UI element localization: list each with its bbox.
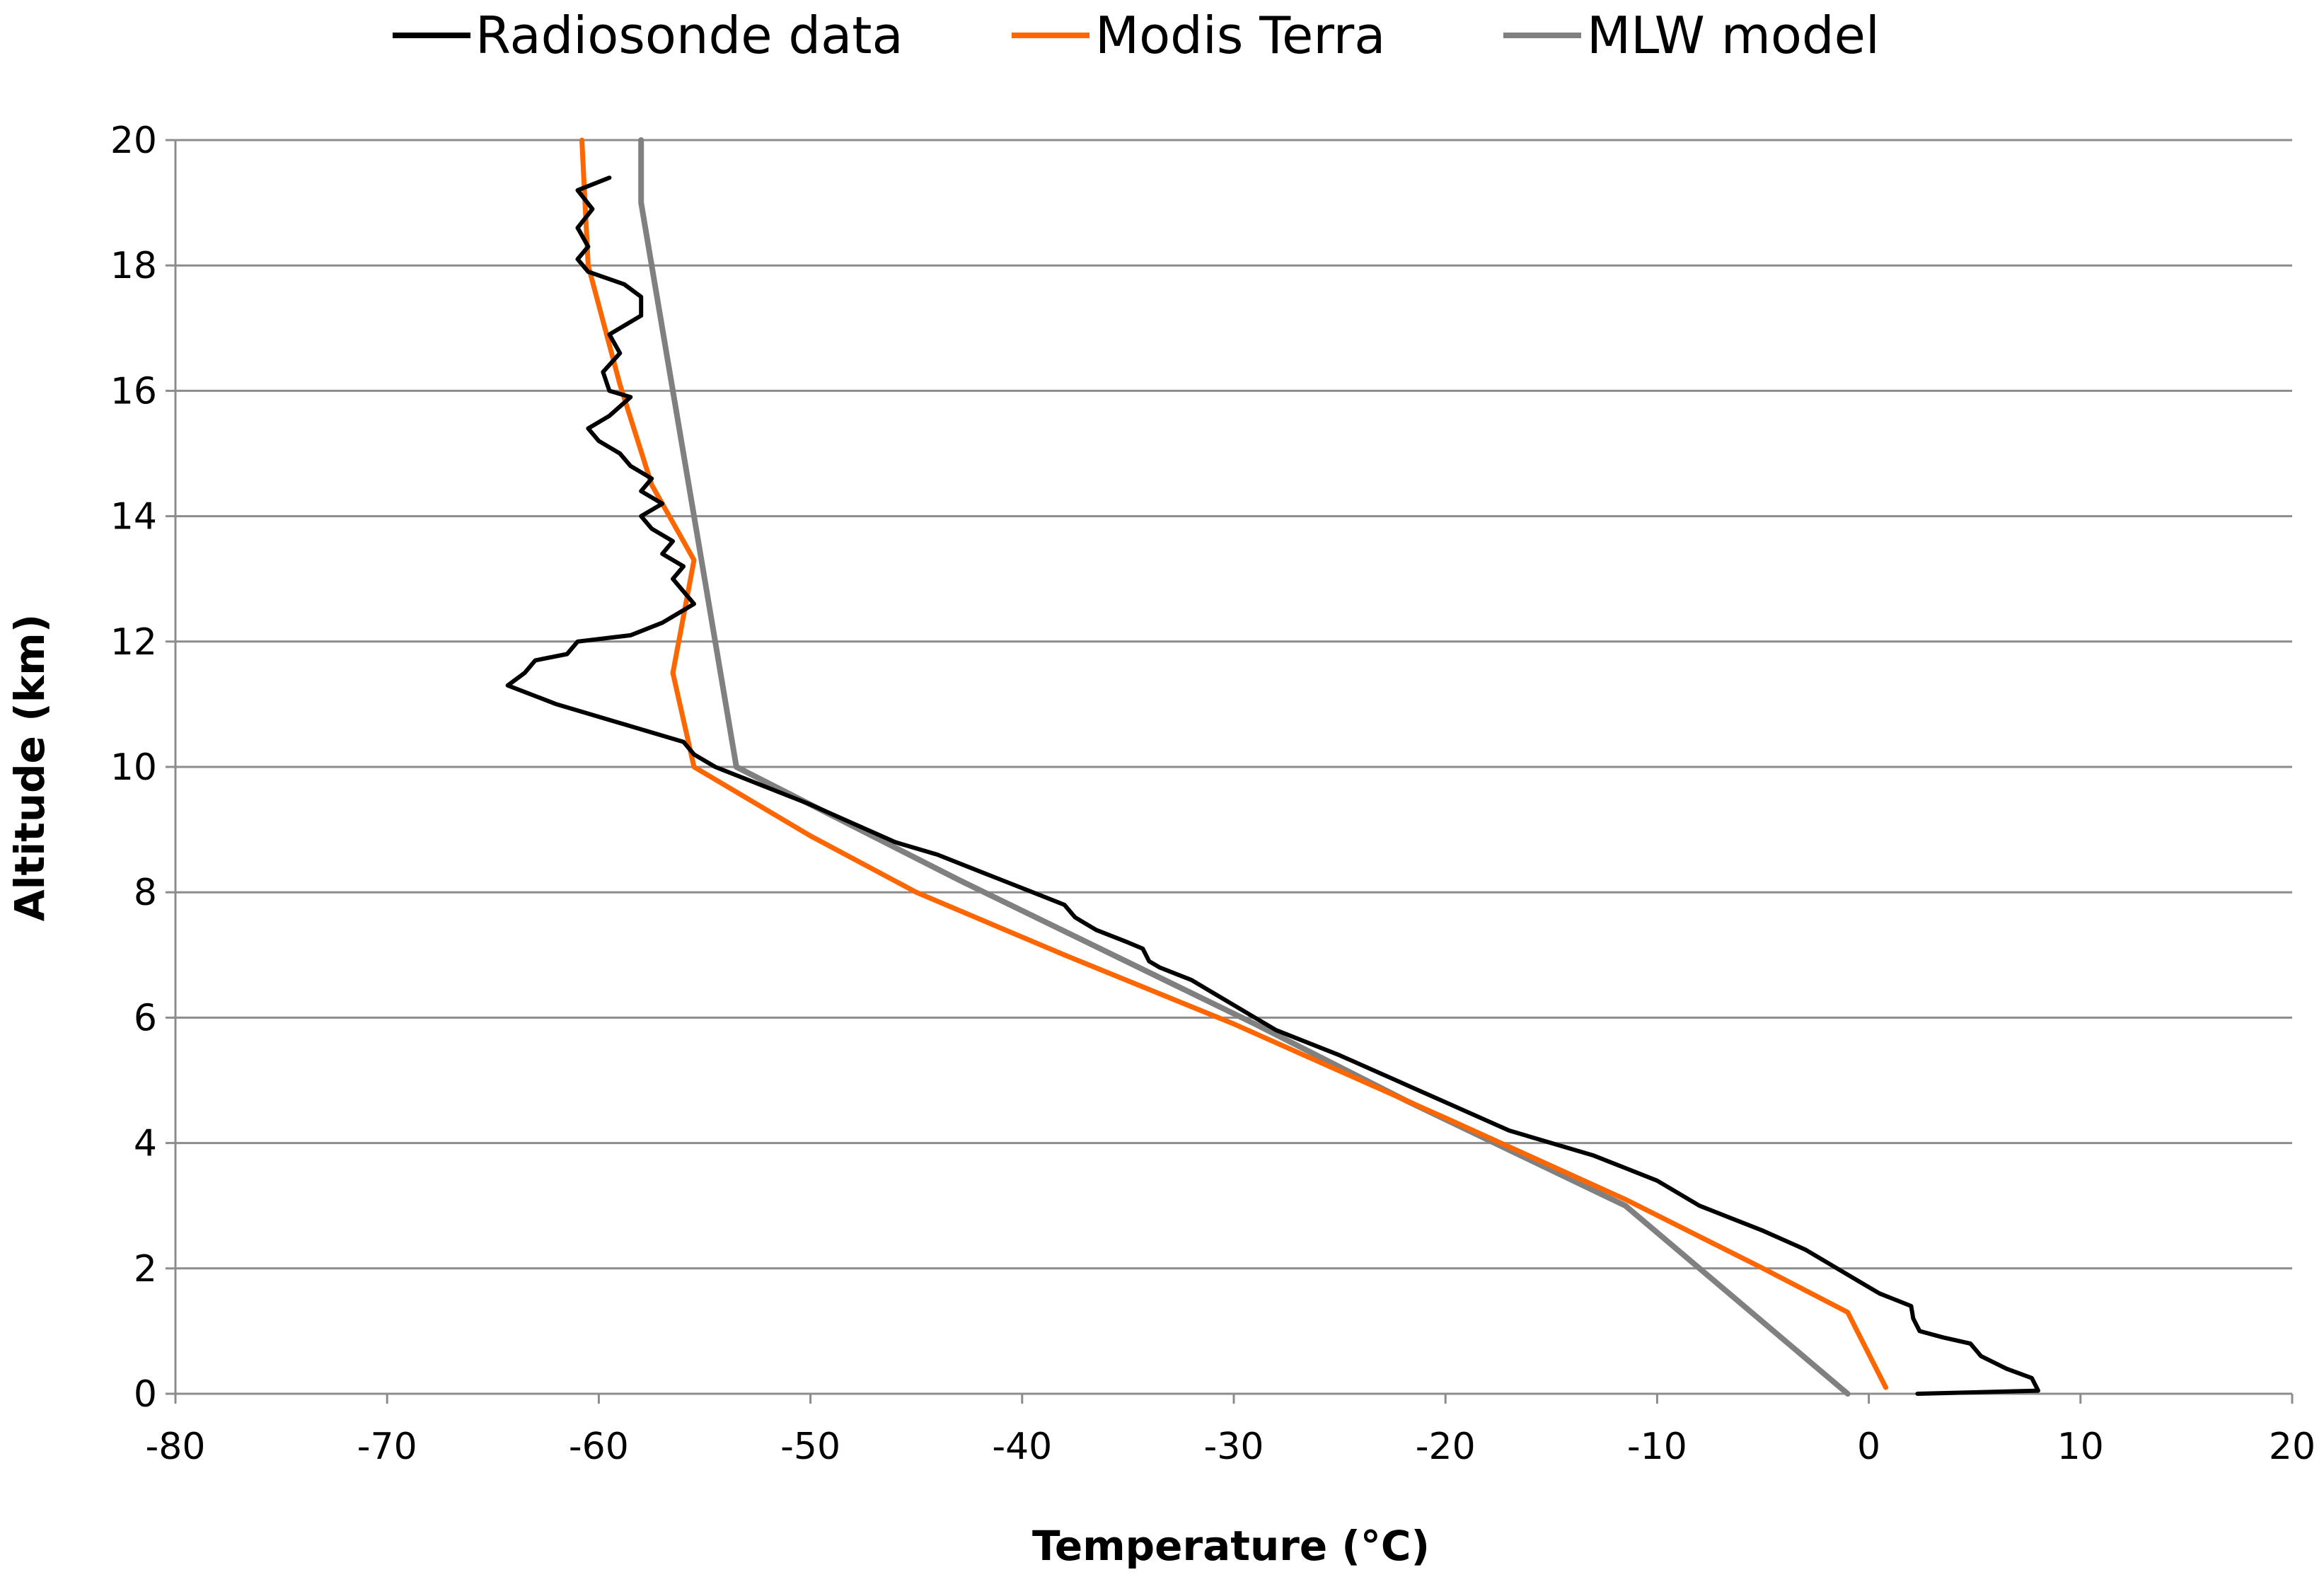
y-tick-label: 20 bbox=[110, 120, 157, 162]
x-tick-label: -60 bbox=[569, 1426, 629, 1468]
y-tick-label: 14 bbox=[110, 496, 157, 538]
y-tick-label: 10 bbox=[110, 746, 157, 789]
axes bbox=[166, 139, 2294, 1404]
series-line-radiosonde-data bbox=[505, 175, 2040, 1396]
series-line-modis-terra bbox=[579, 137, 1888, 1390]
y-tick-label: 12 bbox=[110, 621, 157, 664]
x-tick-label: -20 bbox=[1416, 1426, 1476, 1468]
legend-label-radiosonde: Radiosonde data bbox=[475, 6, 903, 65]
x-tick-label: 0 bbox=[1857, 1426, 1880, 1468]
y-tick-label: 2 bbox=[134, 1248, 157, 1290]
y-tick-label: 0 bbox=[134, 1373, 157, 1416]
x-tick-label: -10 bbox=[1627, 1426, 1687, 1468]
legend-label-mlw: MLW model bbox=[1587, 6, 1880, 65]
x-tick-label: -50 bbox=[780, 1426, 840, 1468]
y-axis-title: Altitude (km) bbox=[6, 614, 54, 921]
x-tick-label: -80 bbox=[146, 1426, 206, 1468]
x-tick-label: -30 bbox=[1204, 1426, 1264, 1468]
legend: Radiosonde data Modis Terra MLW model bbox=[393, 6, 1880, 65]
y-tick-label: 16 bbox=[110, 370, 157, 412]
x-tick-label: -70 bbox=[357, 1426, 417, 1468]
gridlines bbox=[175, 139, 2292, 1270]
series-line-mlw-model bbox=[638, 137, 1851, 1397]
tick-labels: 0 2 4 6 8 10 12 14 16 18 20 -80 -70 -60 -50 -40 -30 -20 -1… bbox=[110, 120, 2316, 1468]
y-tick-label: 18 bbox=[110, 245, 157, 287]
y-tick-label: 6 bbox=[134, 997, 157, 1039]
x-tick-label: -40 bbox=[992, 1426, 1052, 1468]
y-tick-label: 8 bbox=[134, 872, 157, 914]
legend-label-modis: Modis Terra bbox=[1095, 6, 1385, 65]
x-tick-label: 20 bbox=[2269, 1426, 2316, 1468]
x-tick-label: 10 bbox=[2057, 1426, 2104, 1468]
plot-series bbox=[505, 137, 2040, 1397]
y-tick-label: 4 bbox=[134, 1123, 157, 1165]
x-axis-title: Temperature (°C) bbox=[1032, 1522, 1430, 1570]
